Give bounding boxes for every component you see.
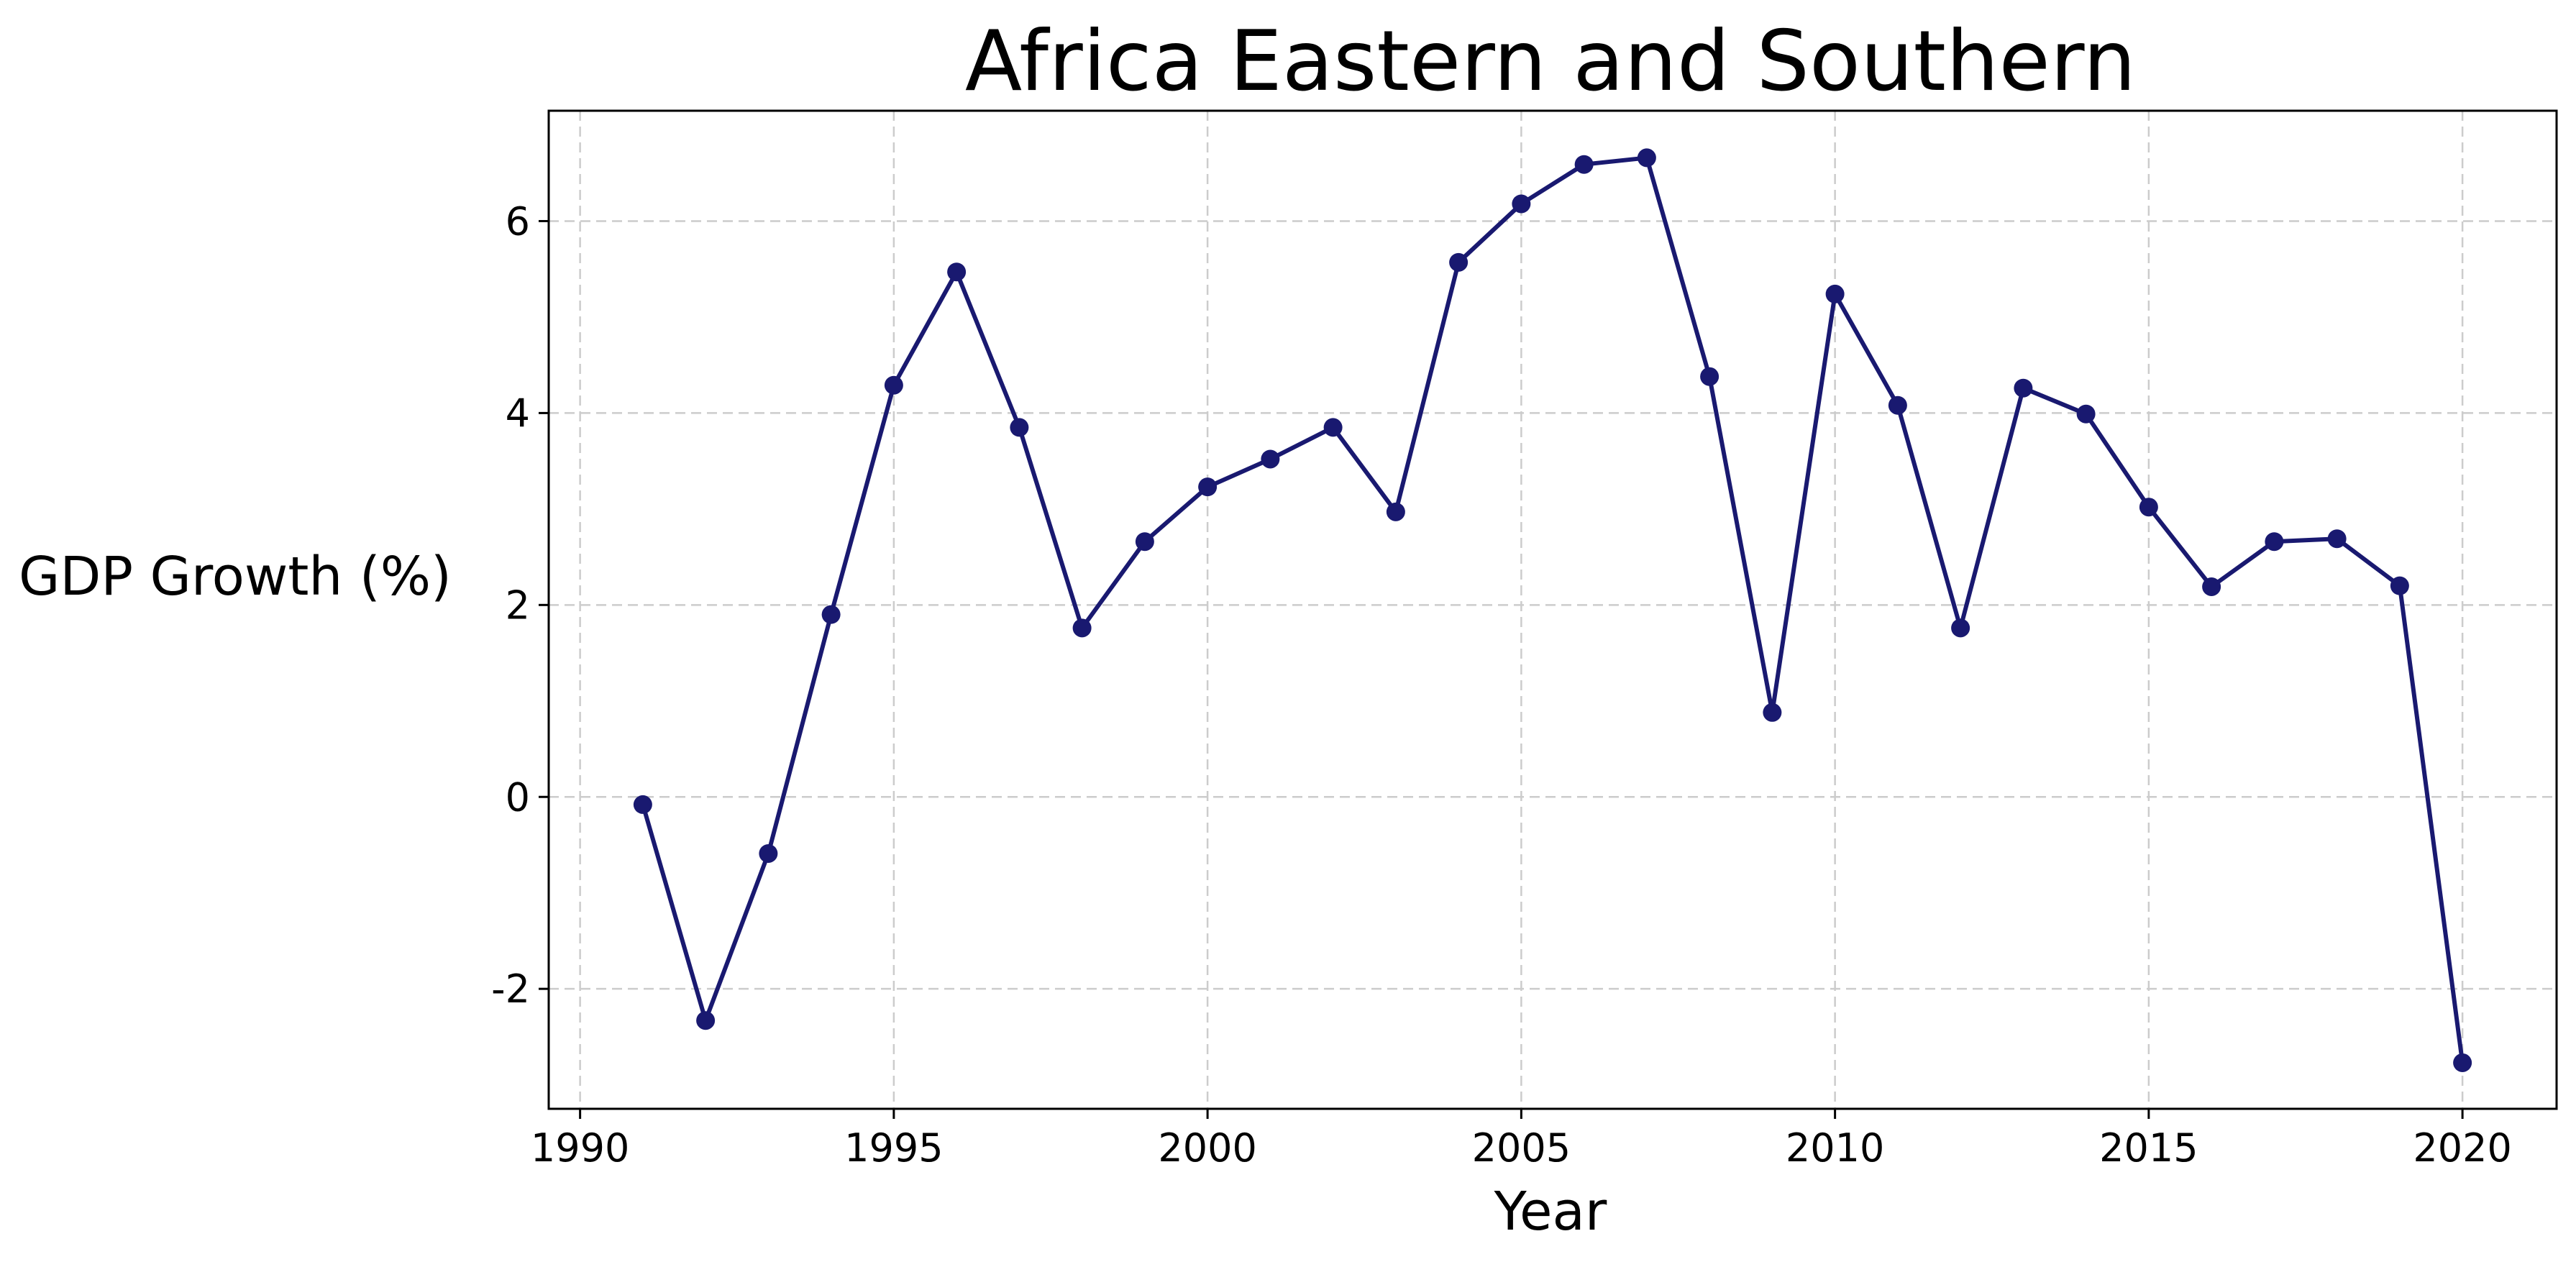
data-point (1449, 252, 1469, 272)
data-point (696, 1011, 716, 1030)
data-point (633, 795, 652, 814)
data-point (1323, 418, 1343, 437)
data-point (1386, 502, 1405, 521)
y-tick-label: 0 (506, 774, 530, 820)
data-point (1072, 618, 1092, 638)
data-point (2014, 378, 2033, 398)
grid-lines (549, 111, 2557, 1109)
x-tick-label: 2010 (1786, 1125, 1884, 1171)
data-point (2202, 577, 2221, 596)
x-tick-label: 2005 (1472, 1125, 1571, 1171)
data-point (1010, 418, 1029, 437)
data-point (1512, 194, 1531, 214)
y-tick-label: -2 (491, 966, 530, 1012)
data-point (2453, 1053, 2472, 1072)
data-point (2139, 498, 2158, 517)
plot-frame (547, 109, 2558, 1110)
data-point (2390, 576, 2409, 595)
data-point (2327, 529, 2347, 549)
data-point (1261, 449, 1280, 469)
x-tick-label: 1995 (844, 1125, 943, 1171)
gdp-growth-line (641, 155, 2465, 1064)
data-point (1135, 532, 1154, 552)
data-point (1700, 367, 1719, 386)
data-point (884, 375, 903, 395)
data-point (2076, 404, 2096, 424)
chart-title: Africa Eastern and Southern (965, 13, 2136, 110)
axis-ticks: 1990 1995 2000 2005 2010 2015 2020 -2 0 2 4 6 (491, 198, 2512, 1171)
x-tick-label: 2000 (1158, 1125, 1256, 1171)
data-point (1763, 703, 1782, 722)
x-tick-label: 1990 (531, 1125, 629, 1171)
y-tick-label: 6 (506, 198, 530, 244)
y-tick-label: 2 (506, 582, 530, 628)
x-tick-label: 2020 (2413, 1125, 2511, 1171)
data-point (1637, 148, 1656, 168)
x-tick-label: 2015 (2099, 1125, 2198, 1171)
x-axis-label: Year (1494, 1181, 1607, 1243)
y-tick-label: 4 (506, 390, 530, 436)
series-layer (633, 148, 2472, 1072)
y-axis-label: GDP Growth (%) (19, 546, 452, 608)
data-point (947, 262, 967, 282)
data-point (1825, 284, 1845, 303)
data-point (759, 843, 778, 863)
data-point (1951, 618, 1970, 638)
data-point (1574, 155, 1594, 174)
data-point (821, 605, 841, 624)
data-point (1888, 395, 1907, 415)
data-point (1198, 477, 1218, 497)
data-point (2265, 532, 2284, 552)
